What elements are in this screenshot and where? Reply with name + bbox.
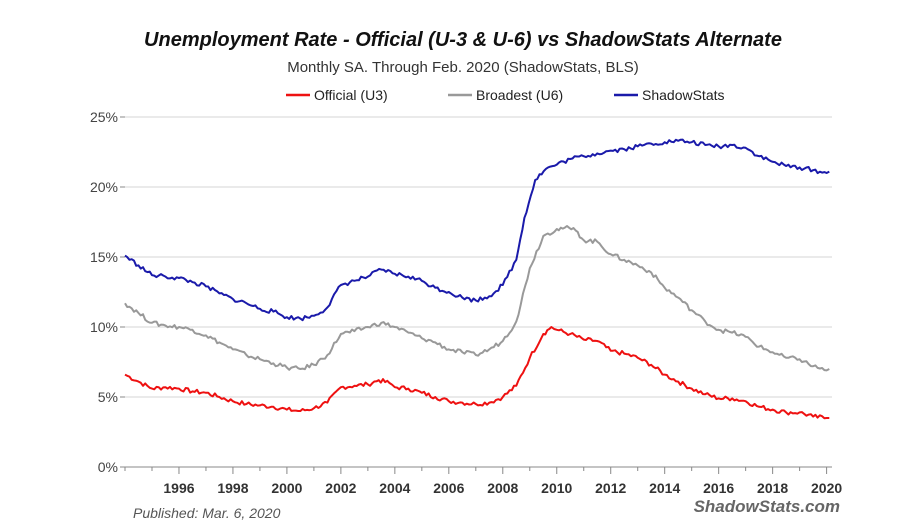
legend-label-u6: Broadest (U6)	[476, 87, 563, 103]
x-tick-label: 2016	[703, 480, 734, 496]
x-tick-label: 1998	[217, 480, 248, 496]
y-axis-ticks: 0% 5% 10% 15% 20% 25%	[90, 109, 125, 475]
x-tick-label: 2006	[433, 480, 464, 496]
series-line-official-u3	[124, 326, 830, 420]
series-lines	[124, 138, 830, 420]
x-tick-label: 2012	[595, 480, 626, 496]
x-tick-label: 2020	[811, 480, 842, 496]
x-tick-label: 2002	[325, 480, 356, 496]
x-tick-label: 2008	[487, 480, 518, 496]
x-tick-label: 2000	[271, 480, 302, 496]
series-line-broadest-u6	[124, 225, 830, 372]
legend: Official (U3) Broadest (U6) ShadowStats	[286, 87, 725, 103]
x-axis-ticks: 1996 1998 2000 2002 2004 2006 2008 2010 2012 2014…	[124, 467, 842, 496]
x-tick-label: 2014	[649, 480, 680, 496]
y-tick-label: 5%	[98, 389, 118, 405]
legend-label-u3: Official (U3)	[314, 87, 388, 103]
chart-title: Unemployment Rate - Official (U-3 & U-6)…	[144, 29, 782, 51]
legend-label-shadowstats: ShadowStats	[642, 87, 725, 103]
x-tick-label: 2010	[541, 480, 572, 496]
x-tick-label: 2004	[379, 480, 410, 496]
brand-watermark: ShadowStats.com	[694, 497, 840, 516]
y-tick-label: 0%	[98, 459, 118, 475]
y-tick-label: 15%	[90, 249, 118, 265]
x-tick-label: 2018	[757, 480, 788, 496]
x-tick-label: 1996	[163, 480, 194, 496]
y-tick-label: 20%	[90, 179, 118, 195]
published-date: Published: Mar. 6, 2020	[133, 505, 281, 521]
chart-subtitle: Monthly SA. Through Feb. 2020 (ShadowSta…	[287, 59, 639, 76]
y-tick-label: 10%	[90, 319, 118, 335]
y-tick-label: 25%	[90, 109, 118, 125]
series-line-shadowstats	[124, 138, 830, 322]
